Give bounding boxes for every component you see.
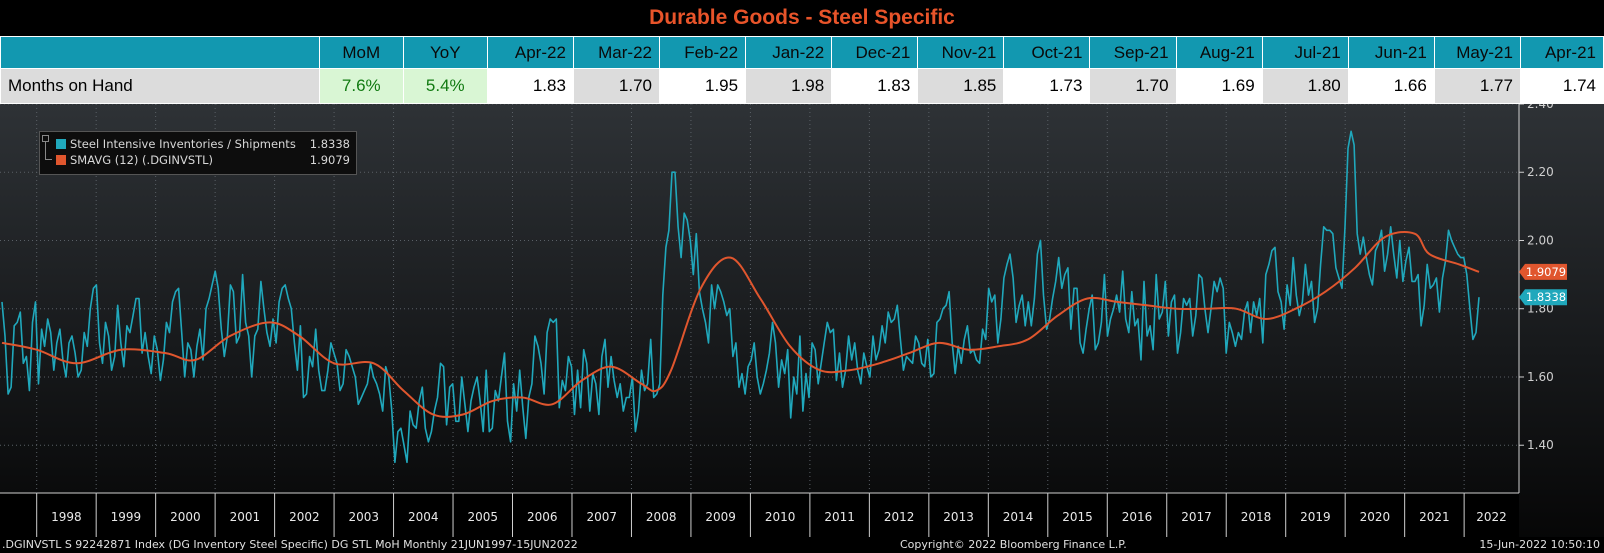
header-cell: Mar-22 xyxy=(572,36,661,69)
inventories-last-value-tag xyxy=(1519,289,1567,306)
month-value: 1.83 xyxy=(486,68,574,104)
x-axis-band xyxy=(0,493,1519,537)
x-tick-label: 2008 xyxy=(646,510,677,524)
x-tick-label: 1998 xyxy=(51,510,82,524)
month-value: 1.70 xyxy=(1089,68,1177,104)
x-tick-label: 2010 xyxy=(765,510,796,524)
x-tick-label: 2007 xyxy=(586,510,617,524)
footer-bar: .DGINVSTL S 92242871 Index (DG Inventory… xyxy=(0,537,1604,553)
inventories-last-value-tag-label: 1.8338 xyxy=(1526,290,1566,304)
x-tick-label: 2019 xyxy=(1300,510,1331,524)
header-cell: Jan-22 xyxy=(745,36,833,69)
legend-value-series1: 1.8338 xyxy=(309,137,350,151)
x-tick-label: 2020 xyxy=(1360,510,1391,524)
month-value: 1.73 xyxy=(1003,68,1091,104)
x-tick-label: 2012 xyxy=(884,510,915,524)
x-tick-label: 2002 xyxy=(289,510,320,524)
series-smavg-line xyxy=(1,230,1480,418)
header-cell: Jun-21 xyxy=(1347,36,1435,69)
series-inventories-shipments-line xyxy=(1,130,1480,464)
header-cell: Apr-21 xyxy=(1519,36,1604,69)
x-tick-label: 1999 xyxy=(111,510,142,524)
month-value: 1.69 xyxy=(1175,68,1263,104)
month-value: 1.74 xyxy=(1519,68,1604,104)
x-tick-label: 2018 xyxy=(1241,510,1272,524)
x-tick-label: 2016 xyxy=(1122,510,1153,524)
header-cell: Jul-21 xyxy=(1261,36,1349,69)
y-tick-label: 1.40 xyxy=(1527,438,1554,452)
chart-area: 1.40 1.60 1.80 2.00 2.20 2.40 1998 1999 2000 2001… xyxy=(0,104,1604,553)
line-chart: 1.40 1.60 1.80 2.00 2.20 2.40 1998 1999 2000 2001… xyxy=(0,104,1567,537)
month-value: 1.70 xyxy=(572,68,661,104)
legend-swatch-series1 xyxy=(56,139,66,149)
x-tick-label: 2021 xyxy=(1419,510,1450,524)
table-header-row: MoM YoY Apr-22 Mar-22 Feb-22 Jan-22 Dec-21 Nov-… xyxy=(0,36,1604,69)
month-value: 1.77 xyxy=(1433,68,1521,104)
header-cell: Oct-21 xyxy=(1003,36,1091,69)
header-cell: Dec-21 xyxy=(831,36,919,69)
chart-title: Durable Goods - Steel Specific xyxy=(0,0,1604,36)
month-value: 1.80 xyxy=(1261,68,1349,104)
x-tick-label: 2006 xyxy=(527,510,558,524)
y-tick-label: 1.80 xyxy=(1527,302,1554,316)
legend-label-series1: Steel Intensive Inventories / Shipments xyxy=(70,137,296,151)
legend-entry-series1: Steel Intensive Inventories / Shipments … xyxy=(56,137,350,152)
x-tick-label: 2015 xyxy=(1062,510,1093,524)
summary-table: MoM YoY Apr-22 Mar-22 Feb-22 Jan-22 Dec-21 Nov-… xyxy=(0,36,1604,104)
legend-label-series2: SMAVG (12) (.DGINVSTL) xyxy=(70,153,214,167)
x-tick-label: 2014 xyxy=(1003,510,1034,524)
footer-timestamp: 15-Jun-2022 10:50:10 xyxy=(1479,538,1600,551)
legend-swatch-series2 xyxy=(56,155,66,165)
x-tick-label: 2005 xyxy=(467,510,498,524)
header-cell: YoY xyxy=(402,36,488,69)
x-tick-label: 2001 xyxy=(230,510,261,524)
chart-legend: Steel Intensive Inventories / Shipments … xyxy=(39,131,357,175)
x-tick-label: 2011 xyxy=(824,510,855,524)
x-tick-label: 2022 xyxy=(1476,510,1507,524)
legend-entry-series2: SMAVG (12) (.DGINVSTL) 1.9079 xyxy=(56,153,350,168)
header-cell: MoM xyxy=(318,36,404,69)
x-tick-label: 2013 xyxy=(943,510,974,524)
smavg-last-value-tag-label: 1.9079 xyxy=(1526,265,1566,279)
header-cell: Apr-22 xyxy=(486,36,574,69)
x-tick-label: 2017 xyxy=(1181,510,1212,524)
x-tick-label: 2003 xyxy=(349,510,380,524)
y-tick-label: 2.00 xyxy=(1527,233,1554,247)
header-cell: Sep-21 xyxy=(1089,36,1177,69)
x-tick-label: 2004 xyxy=(408,510,439,524)
row-label: Months on Hand xyxy=(0,68,320,104)
y-tick-label: 2.20 xyxy=(1527,165,1554,179)
month-value: 1.83 xyxy=(831,68,919,104)
legend-tree-line xyxy=(45,138,52,160)
month-value: 1.85 xyxy=(917,68,1005,104)
month-value: 1.98 xyxy=(745,68,833,104)
x-tick-label: 2009 xyxy=(705,510,736,524)
yoy-value: 5.4% xyxy=(402,68,488,104)
header-cell: Nov-21 xyxy=(917,36,1005,69)
header-cell: Aug-21 xyxy=(1175,36,1263,69)
smavg-last-value-tag xyxy=(1519,263,1567,280)
x-tick-label: 2000 xyxy=(170,510,201,524)
footer-copyright: Copyright© 2022 Bloomberg Finance L.P. xyxy=(900,538,1127,551)
month-value: 1.66 xyxy=(1347,68,1435,104)
y-tick-label: 2.40 xyxy=(1527,104,1554,111)
y-tick-label: 1.60 xyxy=(1527,370,1554,384)
table-data-row: Months on Hand 7.6% 5.4% 1.83 1.70 1.95 1.98 1.… xyxy=(0,68,1604,104)
header-label-cell xyxy=(0,36,320,69)
header-cell: May-21 xyxy=(1433,36,1521,69)
footer-ticker-info: .DGINVSTL S 92242871 Index (DG Inventory… xyxy=(2,538,578,551)
header-cell: Feb-22 xyxy=(658,36,747,69)
legend-collapse-icon[interactable] xyxy=(42,135,49,142)
legend-value-series2: 1.9079 xyxy=(309,153,350,167)
mom-value: 7.6% xyxy=(318,68,404,104)
month-value: 1.95 xyxy=(658,68,747,104)
